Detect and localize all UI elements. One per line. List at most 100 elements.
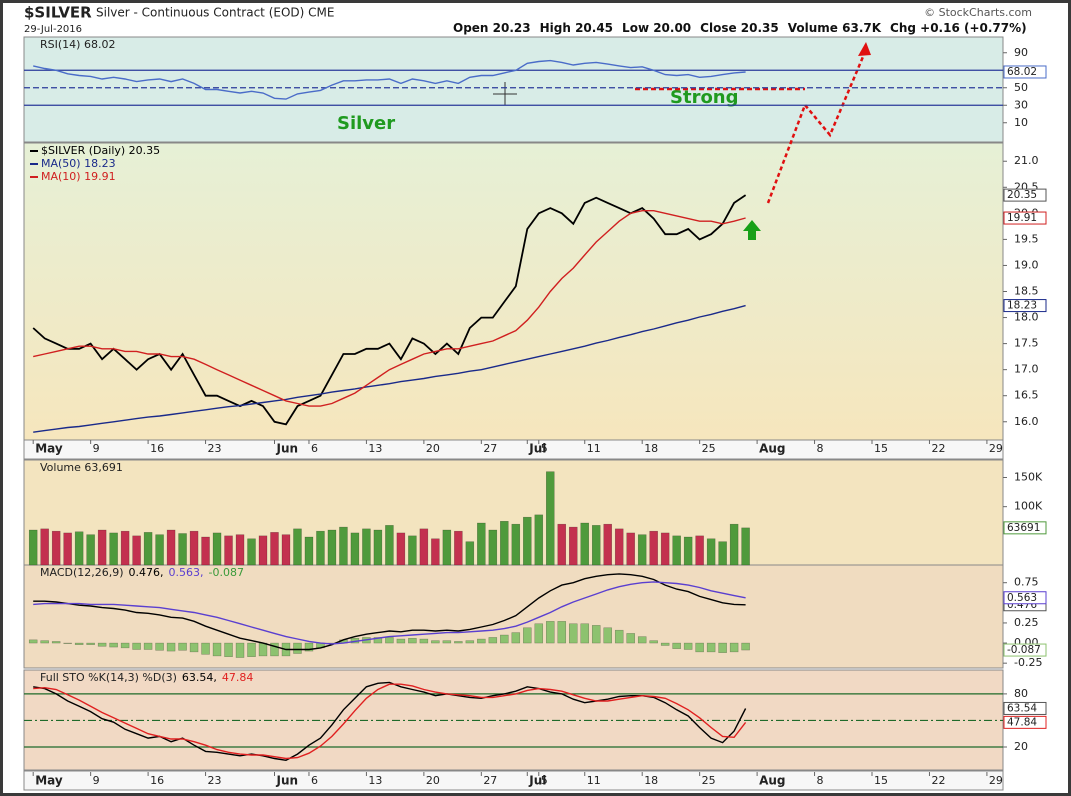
bar — [557, 523, 567, 566]
bar — [660, 642, 670, 646]
stat: Chg +0.16 (+0.77%) — [890, 21, 1027, 35]
bar — [166, 642, 176, 652]
stat: Low 20.00 — [622, 21, 692, 35]
x-tick-label: 18 — [644, 774, 658, 787]
bar — [327, 529, 337, 566]
x-tick-label: May — [35, 442, 63, 456]
y-tick-label: 80 — [1014, 687, 1028, 700]
y-tick-label: 100K — [1014, 500, 1043, 513]
legend-label: MA(50) 18.23 — [41, 157, 116, 170]
bar — [614, 629, 624, 644]
bar — [672, 535, 681, 566]
x-tick-label: Jun — [275, 442, 298, 456]
x-tick-label: 27 — [483, 442, 497, 455]
bar — [362, 528, 371, 566]
bar — [660, 532, 670, 566]
price-panel — [23, 142, 1004, 441]
bar — [385, 637, 394, 644]
legend-label: $SILVER (Daily) 20.35 — [41, 144, 160, 157]
bar — [178, 642, 187, 651]
x-tick-label: 29 — [989, 442, 1003, 455]
bar — [120, 642, 130, 649]
bar — [546, 471, 555, 566]
x-tick-label: 8 — [817, 774, 824, 787]
y-tick-label: 18.5 — [1014, 285, 1039, 298]
bar — [408, 637, 417, 644]
value-tag — [1003, 521, 1047, 535]
bar — [247, 642, 256, 657]
bar — [431, 538, 440, 566]
x-tick-label: 13 — [368, 774, 382, 787]
y-tick-label: 17.5 — [1014, 337, 1039, 350]
value-tag-label: 18.23 — [1007, 300, 1037, 312]
date: 29-Jul-2016 — [24, 24, 82, 35]
x-tick-label: 9 — [93, 774, 100, 787]
bar — [339, 526, 348, 566]
bar — [465, 541, 475, 566]
bar — [431, 640, 440, 644]
bar — [396, 532, 406, 566]
bar — [373, 529, 383, 566]
panel-title: Full STO %K(14,3) %D(3) — [40, 671, 177, 684]
stat: High 20.45 — [539, 21, 614, 35]
bar — [28, 529, 38, 566]
y-tick-label: 30 — [1014, 98, 1028, 111]
value-tag-label: 68.02 — [1007, 66, 1037, 78]
bar — [614, 528, 624, 566]
line — [33, 683, 747, 760]
y-tick-label: 19.5 — [1014, 232, 1039, 245]
x-tick-label: Jul — [528, 442, 546, 456]
x-tick-label: 25 — [702, 442, 716, 455]
stats: Open 20.23 High 20.45 Low 20.00 Close 20.35… — [453, 21, 1027, 35]
x-tick-label: 11 — [587, 442, 601, 455]
stat: Open 20.23 — [453, 21, 531, 35]
bar — [706, 642, 716, 653]
bar — [442, 529, 452, 566]
bar — [477, 522, 486, 566]
line — [33, 304, 746, 433]
bar — [166, 529, 176, 566]
bar — [132, 642, 141, 650]
bar — [293, 528, 302, 566]
bar — [534, 623, 544, 644]
bar — [385, 525, 394, 566]
line — [33, 581, 746, 645]
bar — [534, 514, 544, 566]
value-tag-label: 63691 — [1007, 522, 1040, 534]
bar — [224, 642, 233, 657]
x-tick-label: 29 — [989, 774, 1003, 787]
value-tag — [1003, 299, 1047, 313]
bar — [683, 642, 693, 650]
bar — [511, 523, 521, 566]
bar — [523, 627, 532, 644]
bar — [86, 642, 95, 645]
bar — [626, 633, 635, 644]
line — [33, 681, 747, 762]
x-tick-label: 15 — [874, 774, 888, 787]
bar — [178, 533, 187, 566]
x-tick-label: 16 — [150, 442, 164, 455]
bar — [649, 640, 658, 644]
bar — [569, 526, 578, 566]
line — [32, 194, 747, 426]
x-tick-label: 27 — [483, 774, 497, 787]
x-tick-label: 8 — [817, 442, 824, 455]
projection-path — [766, 51, 867, 204]
x-tick-label: 15 — [874, 442, 888, 455]
x-tick-label: 20 — [426, 774, 440, 787]
value-tag — [1003, 701, 1047, 715]
value-tag — [1003, 715, 1047, 729]
bar — [201, 536, 210, 566]
bar — [683, 536, 693, 566]
bar — [224, 535, 233, 566]
symbol: $SILVER — [24, 4, 92, 22]
x-tick-label: 20 — [426, 442, 440, 455]
bar — [74, 531, 84, 566]
bar — [706, 538, 716, 566]
line — [33, 210, 746, 407]
bar — [270, 642, 279, 657]
x-tick-label: 5 — [541, 442, 548, 455]
x-tick-label: Aug — [759, 774, 785, 788]
bar — [350, 532, 360, 566]
x-tick-label: 5 — [541, 774, 548, 787]
